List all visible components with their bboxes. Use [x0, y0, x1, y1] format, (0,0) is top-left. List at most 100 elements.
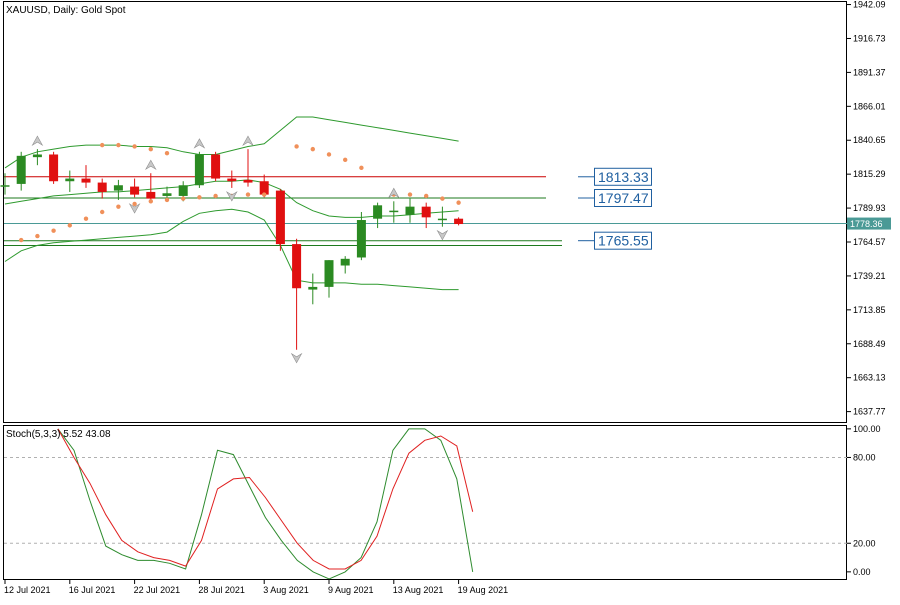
candle-body: [130, 186, 140, 195]
psar-dot: [100, 142, 105, 148]
time-axis-label: 19 Aug 2021: [458, 585, 509, 595]
current-price-tag: [847, 217, 891, 230]
price-axis-label: 1789.93: [853, 203, 886, 213]
candle-body: [340, 258, 350, 266]
stoch-axis-label: 20.00: [853, 538, 876, 548]
candle-body: [16, 155, 26, 184]
fractal-down-arrow: [128, 203, 141, 214]
level-label: 1765.55: [598, 233, 649, 249]
candle-body: [356, 220, 366, 258]
stoch-axis-label: 0.00: [853, 567, 871, 577]
level-label-box: [594, 231, 652, 250]
psar-dot: [116, 142, 121, 148]
time-axis-label: 9 Aug 2021: [328, 585, 374, 595]
stoch-pane-frame: [3, 425, 847, 580]
price-axis-label: 1840.65: [853, 135, 886, 145]
candle-body: [194, 154, 204, 186]
stoch-axis-label: 100.00: [853, 424, 881, 434]
main-chart: 1813.33 1797.47 1765.55 1778.36: [0, 116, 891, 364]
fractal-up-arrow: [144, 159, 157, 171]
fractal-up-arrow: [387, 187, 400, 199]
candle-body: [405, 206, 415, 215]
psar-dot: [310, 146, 315, 152]
psar-dot: [359, 165, 364, 171]
price-axis-label: 1637.77: [853, 407, 886, 417]
bollinger-upper-line: [4, 116, 459, 169]
candle-body: [178, 185, 188, 196]
time-axis-label: 12 Jul 2021: [4, 585, 51, 595]
candle-body: [324, 260, 334, 287]
candle-body: [373, 205, 383, 219]
fractal-down-arrow: [436, 229, 449, 241]
price-axis-label: 1688.49: [853, 339, 886, 349]
psar-dot: [35, 233, 40, 239]
candle-body: [162, 193, 172, 196]
psar-dot: [132, 201, 137, 207]
time-axis-label: 13 Aug 2021: [393, 585, 444, 595]
psar-dot: [213, 193, 218, 199]
bollinger-lower-line: [4, 208, 459, 291]
price-axis-label: 1764.57: [853, 237, 886, 247]
candle-body: [243, 179, 253, 183]
psar-dot: [67, 223, 73, 228]
candle-body: [65, 178, 75, 182]
psar-dot: [326, 152, 332, 157]
psar-dot: [262, 192, 267, 197]
stoch-d-line: [57, 428, 474, 570]
candle-body: [32, 154, 42, 158]
psar-dot: [294, 144, 299, 149]
candle-body: [113, 185, 123, 191]
stoch-axis-label: 80.00: [853, 452, 876, 462]
fractal-up-arrow: [193, 138, 206, 149]
psar-dot: [197, 195, 202, 200]
psar-dot: [100, 209, 105, 215]
candle-body: [97, 182, 107, 192]
price-axis-label: 1663.13: [853, 373, 886, 383]
candle-body: [275, 190, 285, 245]
price-axis-label: 1891.37: [853, 67, 886, 77]
price-axis-label: 1739.21: [853, 271, 886, 281]
psar-dot: [456, 200, 461, 205]
psar-dot: [148, 199, 153, 204]
level-label-box: [594, 188, 652, 207]
psar-dot: [164, 150, 170, 156]
psar-dot: [407, 192, 413, 197]
candle-body: [49, 154, 59, 182]
candle-body: [146, 191, 156, 199]
fractal-up-arrow: [31, 135, 44, 146]
candle-body: [308, 286, 318, 290]
level-label: 1813.33: [598, 169, 649, 185]
price-axis-label: 1713.85: [853, 305, 886, 315]
time-axis-label: 3 Aug 2021: [263, 585, 309, 595]
candle-body: [292, 244, 302, 289]
candle-body: [421, 206, 431, 218]
candle-body: [211, 154, 221, 179]
candle-body: [454, 218, 464, 225]
time-axis-label: 22 Jul 2021: [134, 585, 181, 595]
stoch-k-line: [57, 428, 474, 580]
price-axis-label: 1815.29: [853, 169, 886, 179]
time-axis-label: 16 Jul 2021: [69, 585, 116, 595]
candle-body: [389, 210, 399, 213]
candle-body: [227, 178, 237, 182]
psar-dot: [440, 196, 445, 201]
psar-dot: [164, 197, 170, 203]
price-axis-label: 1942.09: [853, 0, 886, 10]
price-axis-label: 1866.01: [853, 101, 886, 111]
time-axis-label: 28 Jul 2021: [198, 585, 245, 595]
psar-dot: [19, 237, 24, 243]
candle-body: [81, 178, 91, 183]
candle-body: [259, 181, 269, 195]
psar-dot: [51, 228, 56, 233]
candle-body: [0, 185, 10, 187]
psar-dot: [424, 193, 429, 199]
psar-dot: [132, 144, 137, 149]
chart-title: XAUUSD, Daily: Gold Spot: [6, 5, 126, 16]
psar-dot: [148, 146, 153, 152]
psar-dot: [83, 216, 89, 221]
axes: 1942.09 1916.73 1891.37 1866.01 1840.65 1815.…: [4, 0, 886, 595]
fractal-down-arrow: [290, 352, 303, 364]
fractal-down-arrow: [225, 191, 238, 202]
